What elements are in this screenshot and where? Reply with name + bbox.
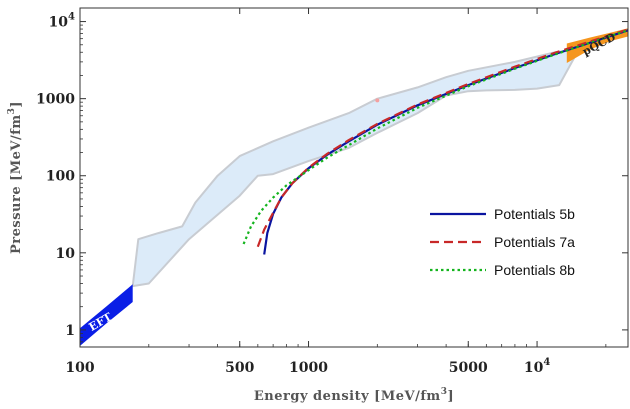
y-tick-label: 104	[49, 12, 75, 31]
legend-label-2: Potentials 7a	[494, 234, 575, 250]
legend: Potentials 5b Potentials 7a Potentials 8b	[430, 206, 575, 278]
ticks-layer: 100 500 1000 5000 104 1 10 100 1000 104	[36, 8, 628, 376]
annotation-stray-point	[375, 98, 380, 103]
annotations-layer	[375, 98, 380, 103]
x-tick-label: 104	[524, 357, 550, 376]
legend-label-1: Potentials 5b	[494, 206, 575, 222]
x-tick-label: 100	[65, 360, 94, 376]
y-axis-title: Pressure [MeV/fm3]	[7, 101, 24, 254]
legend-label-3: Potentials 8b	[494, 262, 575, 278]
bands-layer	[80, 28, 628, 346]
x-axis-title: Energy density [MeV/fm3]	[254, 387, 454, 404]
y-tick-label: 10	[56, 246, 76, 262]
band-EFT	[80, 284, 133, 346]
y-tick-label: 100	[46, 169, 75, 185]
band-pQCD	[566, 28, 628, 63]
x-tick-label: 1000	[289, 360, 328, 376]
series-line-3	[242, 29, 628, 245]
x-tick-label: 500	[225, 360, 254, 376]
band-label-pQCD: pQCD	[580, 30, 618, 58]
y-tick-label: 1000	[36, 92, 75, 108]
y-tick-label: 1	[65, 323, 75, 339]
band-allowed-region	[131, 48, 579, 288]
series-layer	[242, 28, 628, 255]
x-tick-label: 5000	[449, 360, 488, 376]
plot-frame	[79, 7, 629, 348]
series-line-2	[256, 28, 628, 248]
